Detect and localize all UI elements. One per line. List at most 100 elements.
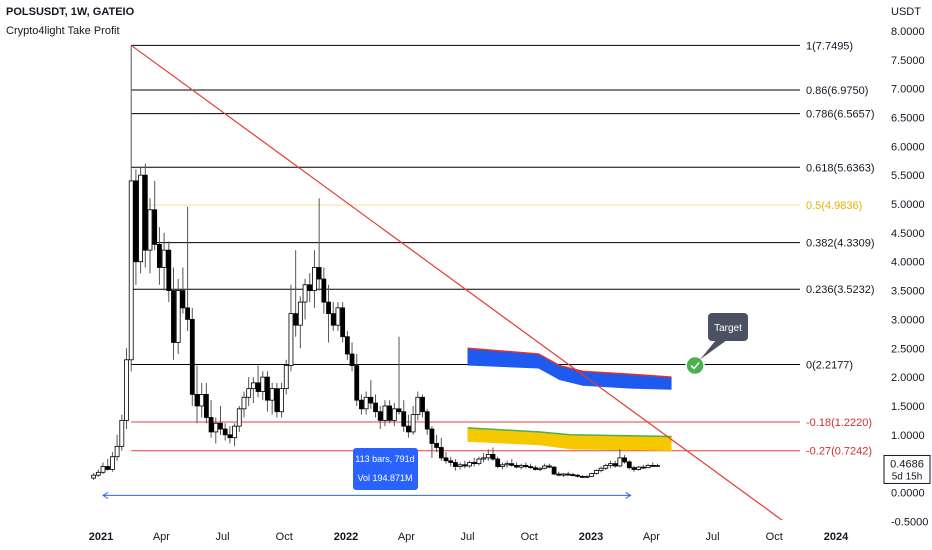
candle — [382, 400, 388, 427]
candle-body — [406, 425, 411, 433]
candle-body — [189, 318, 195, 395]
candle — [579, 475, 585, 479]
candle — [166, 241, 172, 303]
candle-body — [110, 456, 115, 470]
candle-body — [589, 473, 595, 477]
candle — [110, 452, 115, 472]
candle — [213, 417, 219, 444]
candle — [302, 279, 308, 320]
candle-body — [368, 396, 374, 404]
candle — [401, 400, 407, 432]
candle — [236, 405, 242, 432]
candle — [156, 227, 162, 285]
candle — [598, 466, 604, 473]
candle — [312, 250, 317, 308]
time-axis-tick: Oct — [766, 531, 783, 543]
time-axis-tick: Jul — [705, 531, 719, 543]
candle — [570, 472, 576, 477]
time-axis-background — [0, 520, 882, 550]
price-scale-tick: 1.0000 — [891, 430, 925, 442]
candle-body — [124, 359, 129, 421]
candle — [138, 166, 144, 274]
candle — [194, 365, 200, 424]
candle-body — [640, 466, 646, 469]
candle-body — [293, 313, 299, 326]
candle — [603, 463, 609, 470]
candle — [185, 206, 190, 331]
price-scale-tick: 7.5000 — [891, 55, 925, 67]
candle — [434, 434, 440, 453]
candle-body — [453, 462, 458, 467]
candle — [246, 377, 252, 406]
candle-body — [570, 474, 576, 477]
candle-body — [312, 267, 317, 291]
candle-body — [208, 417, 214, 433]
candle — [612, 460, 618, 468]
candle — [556, 471, 562, 477]
price-scale-tick: 5.5000 — [891, 170, 925, 182]
price-scale-tick: 6.0000 — [891, 141, 925, 153]
candle-body — [462, 464, 468, 467]
candle — [321, 267, 327, 314]
measure-arrow-left — [102, 491, 109, 499]
yellow-zone-top-edge — [467, 427, 672, 438]
candle-body — [415, 396, 421, 416]
candle — [297, 296, 303, 349]
time-axis-tick: 2023 — [579, 531, 603, 543]
candle-body — [410, 414, 416, 433]
candle-body — [199, 394, 205, 407]
measure-bars-text: 113 bars, 791d — [355, 454, 414, 464]
candle — [293, 250, 299, 337]
target-callout-text: Target — [714, 323, 742, 334]
check-mark-icon — [690, 362, 700, 370]
candle-body — [246, 388, 252, 398]
price-scale-tick: 4.5000 — [891, 228, 925, 240]
candle-body — [448, 460, 454, 463]
candle-body — [626, 461, 632, 469]
candle-body — [133, 180, 139, 263]
candle — [377, 405, 383, 430]
candle — [119, 414, 125, 451]
candle-body — [471, 462, 477, 465]
price-scale-tick: 1.5000 — [891, 401, 925, 413]
candle-body — [114, 445, 120, 458]
candle-body — [532, 467, 538, 470]
candle-body — [401, 411, 407, 427]
candle-body — [622, 457, 627, 463]
candle-body — [213, 422, 219, 433]
candle — [363, 391, 369, 415]
candle-body — [546, 465, 552, 468]
target-callout-pointer — [700, 340, 727, 360]
candle — [330, 302, 336, 331]
candle-body — [91, 474, 97, 479]
candle-body — [528, 466, 533, 469]
candle — [622, 454, 627, 464]
candle-body — [655, 465, 660, 467]
candle — [514, 462, 519, 469]
candle — [617, 449, 623, 468]
price-scale-tick: 3.0000 — [891, 314, 925, 326]
candle — [410, 405, 416, 435]
candle-body — [551, 466, 557, 475]
fib-level-label: 0.236(3.5232) — [806, 284, 875, 296]
candle — [95, 469, 101, 477]
candle — [495, 456, 501, 469]
candle-body — [542, 465, 548, 469]
price-scale-tick: 6.5000 — [891, 112, 925, 124]
candle-body — [119, 419, 125, 447]
candle — [471, 457, 477, 467]
candle-body — [279, 388, 284, 413]
candle — [269, 382, 275, 415]
candle-body — [608, 463, 613, 466]
candle-body — [434, 443, 440, 448]
candle — [476, 456, 482, 466]
candle-body — [631, 467, 637, 470]
candle-body — [650, 464, 656, 467]
candle — [453, 459, 458, 471]
candle — [241, 391, 247, 418]
candle-body — [307, 284, 313, 291]
candle — [255, 365, 261, 398]
candle — [396, 336, 402, 415]
candle — [227, 426, 233, 444]
